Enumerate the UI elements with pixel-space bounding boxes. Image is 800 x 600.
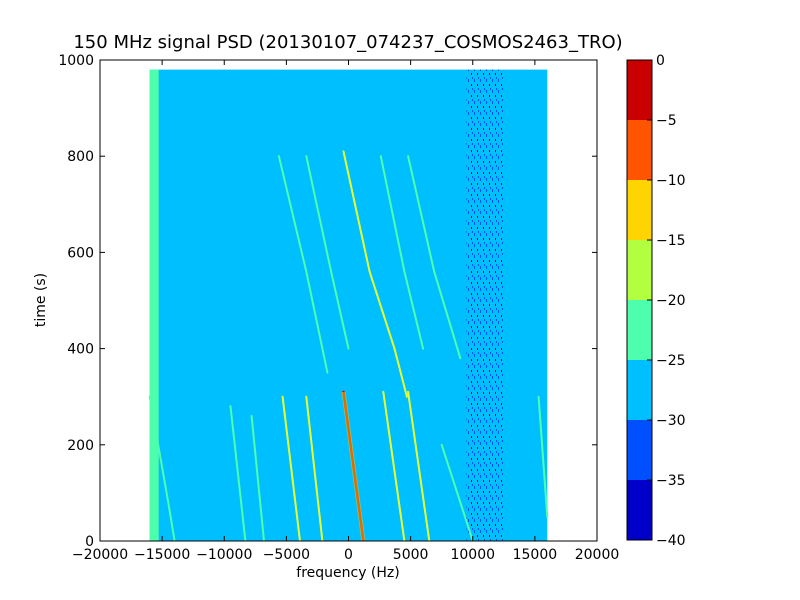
- colorbar-band: [627, 240, 652, 300]
- colorbar-tick-label: 0: [656, 53, 665, 69]
- signal-trace-6-halo: [341, 391, 366, 541]
- signal-trace-5: [305, 395, 324, 541]
- colorbar-tick-label: −10: [656, 173, 686, 189]
- x-tick-label: −20000: [72, 547, 128, 563]
- x-tick-label: −5000: [263, 547, 310, 563]
- signal-trace-4: [281, 395, 301, 541]
- x-tick-label: −10000: [196, 547, 252, 563]
- colorbar-tick-label: −40: [656, 533, 686, 549]
- colorbar-tick-label: −30: [656, 413, 686, 429]
- colorbar-tick-label: −35: [656, 473, 686, 489]
- signal-trace-9: [440, 443, 474, 541]
- x-axis-ticks: −20000 −15000 −10000 −5000 0 5000 10000 15000 20…: [72, 60, 619, 563]
- signal-trace-11: [277, 155, 329, 374]
- colorbar-band: [627, 60, 652, 120]
- y-tick-label: 0: [85, 534, 94, 550]
- x-tick-label: 0: [344, 547, 353, 563]
- plot-area: [100, 60, 597, 541]
- x-tick-label: 15000: [513, 547, 558, 563]
- signal-trace-7: [382, 390, 406, 541]
- colorbar-band: [627, 360, 652, 420]
- signal-trace-2: [229, 405, 247, 541]
- colorbar-band: [627, 300, 652, 360]
- signal-trace-14: [379, 155, 425, 350]
- y-tick-label: 600: [67, 245, 94, 261]
- y-axis-ticks: 0 200 400 600 800 1000: [58, 53, 597, 550]
- signal-trace-8: [407, 390, 431, 541]
- signal-trace-1: [148, 395, 176, 541]
- colorbar-tick-label: −20: [656, 293, 686, 309]
- signal-trace-12: [305, 155, 350, 350]
- y-tick-label: 400: [67, 342, 94, 358]
- x-axis-label: frequency (Hz): [296, 565, 399, 581]
- signal-trace-15: [407, 155, 462, 360]
- colorbar: −40 −35 −30 −25 −20 −15 −10 −5 0: [626, 53, 686, 549]
- colorbar-tick-label: −25: [656, 353, 686, 369]
- colorbar-tick-label: −5: [656, 113, 677, 129]
- y-tick-label: 200: [67, 438, 94, 454]
- colorbar-tick-label: −15: [656, 233, 686, 249]
- x-tick-label: −15000: [134, 547, 190, 563]
- signal-traces: [148, 150, 549, 541]
- y-tick-label: 800: [67, 149, 94, 165]
- noise-band: [466, 69, 504, 541]
- x-tick-label: 10000: [450, 547, 495, 563]
- signal-trace-10: [537, 395, 549, 518]
- chart-title: 150 MHz signal PSD (20130107_074237_COSM…: [73, 32, 622, 53]
- y-axis-label: time (s): [33, 273, 49, 327]
- x-tick-label: 5000: [393, 547, 429, 563]
- colorbar-band: [627, 180, 652, 240]
- colorbar-band: [627, 420, 652, 480]
- x-tick-label: 20000: [575, 547, 620, 563]
- colorbar-band: [627, 120, 652, 180]
- spectrogram-left-edge: [149, 69, 159, 541]
- signal-trace-3: [250, 414, 265, 541]
- colorbar-band: [627, 480, 652, 540]
- y-tick-label: 1000: [58, 53, 94, 69]
- signal-trace-13: [342, 150, 408, 398]
